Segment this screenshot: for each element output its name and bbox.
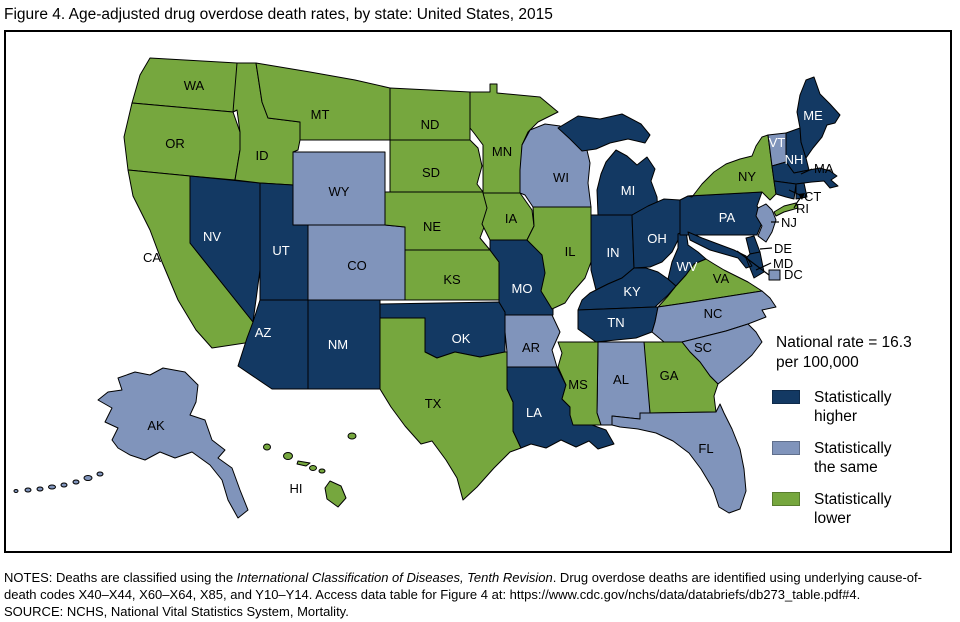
- state-label-ne: NE: [423, 219, 441, 234]
- state-label-sd: SD: [422, 165, 440, 180]
- callout-line-ma: [800, 168, 813, 175]
- notes-suffix: . Drug overdose deaths are identified us…: [4, 570, 922, 602]
- state-label-nd: ND: [421, 117, 440, 132]
- state-label-ar: AR: [522, 340, 540, 355]
- national-rate-line2: per 100,000: [776, 354, 859, 371]
- state-label-nj: NJ: [781, 215, 797, 230]
- legend-label-higher: Statistically higher: [814, 389, 892, 425]
- national-rate-line1: National rate = 16.3: [776, 334, 912, 351]
- state-label-or: OR: [165, 136, 185, 151]
- state-label-ia: IA: [505, 211, 518, 226]
- state-label-ri: RI: [796, 201, 809, 216]
- state-label-ky: KY: [623, 284, 641, 299]
- legend-swatch-higher: [772, 390, 800, 404]
- state-label-in: IN: [607, 245, 620, 260]
- state-label-fl: FL: [698, 441, 713, 456]
- notes-prefix: NOTES: Deaths are classified using the: [4, 570, 237, 585]
- figure-notes: NOTES: Deaths are classified using the I…: [4, 569, 954, 620]
- legend-item-higher: Statistically higher: [772, 388, 910, 426]
- state-wi: [519, 123, 592, 208]
- state-label-nv: NV: [203, 229, 221, 244]
- state-label-hi: HI: [290, 481, 303, 496]
- state-label-tn: TN: [607, 315, 624, 330]
- source-text: SOURCE: NCHS, National Vital Statistics …: [4, 604, 349, 619]
- state-label-ut: UT: [272, 243, 289, 258]
- callout-line-de: [759, 247, 773, 250]
- state-label-az: AZ: [255, 325, 272, 340]
- state-ct: [773, 180, 797, 200]
- state-label-tx: TX: [425, 396, 442, 411]
- state-label-mn: MN: [492, 144, 512, 159]
- state-label-pa: PA: [719, 210, 736, 225]
- state-label-nc: NC: [704, 306, 723, 321]
- state-label-ny: NY: [738, 169, 756, 184]
- state-label-oh: OH: [647, 231, 667, 246]
- state-ak: [13, 367, 249, 519]
- state-me: [796, 76, 841, 159]
- legend-swatch-lower: [772, 492, 800, 506]
- state-label-ks: KS: [443, 272, 461, 287]
- state-label-mo: MO: [512, 281, 533, 296]
- state-label-md: MD: [773, 256, 793, 271]
- state-label-de: DE: [774, 241, 792, 256]
- state-label-va: VA: [713, 271, 730, 286]
- callout-arrowhead-ri: [798, 193, 805, 200]
- state-label-wy: WY: [329, 184, 350, 199]
- legend-label-same: Statistically the same: [814, 440, 892, 476]
- figure-title: Figure 4. Age-adjusted drug overdose dea…: [4, 6, 553, 23]
- state-label-co: CO: [347, 258, 367, 273]
- state-label-wv: WV: [677, 259, 698, 274]
- state-label-nm: NM: [328, 337, 348, 352]
- state-label-ct: CT: [804, 189, 821, 204]
- state-label-ak: AK: [147, 418, 165, 433]
- state-label-ms: MS: [568, 377, 588, 392]
- legend-item-same: Statistically the same: [772, 439, 910, 477]
- state-label-sc: SC: [694, 340, 712, 355]
- state-label-mt: MT: [311, 107, 330, 122]
- state-label-ca: CA: [143, 250, 161, 265]
- state-tx: [379, 317, 522, 501]
- state-label-ok: OK: [452, 331, 471, 346]
- legend-item-lower: Statistically lower: [772, 490, 910, 528]
- state-ms: [557, 341, 602, 426]
- notes-text: NOTES: Deaths are classified using the I…: [4, 569, 954, 603]
- legend-swatch-same: [772, 441, 800, 455]
- callout-arrow-ri: [793, 196, 802, 209]
- state-label-nh: NH: [785, 152, 804, 167]
- state-label-al: AL: [613, 372, 629, 387]
- state-hi: [263, 432, 357, 508]
- callout-line-md: [755, 262, 772, 271]
- state-mi: [557, 113, 659, 216]
- national-rate-note: National rate = 16.3 per 100,000: [776, 333, 944, 373]
- state-de: [745, 235, 761, 255]
- state-label-mi: MI: [621, 183, 635, 198]
- state-label-wi: WI: [553, 170, 569, 185]
- state-label-ga: GA: [660, 368, 679, 383]
- legend-label-lower: Statistically lower: [814, 491, 892, 527]
- callout-line-dc: [736, 250, 770, 276]
- state-ky: [577, 267, 677, 311]
- state-label-id: ID: [256, 148, 269, 163]
- state-nj: [755, 203, 777, 243]
- state-label-il: IL: [565, 244, 576, 259]
- notes-italic: International Classification of Diseases…: [236, 570, 553, 585]
- state-nd: [389, 87, 471, 141]
- state-md: [687, 231, 765, 279]
- state-label-wa: WA: [184, 78, 205, 93]
- state-mt: [255, 62, 391, 141]
- state-dc: [768, 269, 781, 281]
- state-label-vt: VT: [769, 135, 786, 150]
- state-mn: [469, 83, 559, 194]
- state-fl: [611, 403, 747, 514]
- legend: Statistically higher Statistically the s…: [772, 388, 910, 541]
- state-label-me: ME: [803, 108, 823, 123]
- state-label-ma: MA: [814, 161, 834, 176]
- state-label-la: LA: [526, 405, 542, 420]
- state-label-dc: DC: [784, 267, 803, 282]
